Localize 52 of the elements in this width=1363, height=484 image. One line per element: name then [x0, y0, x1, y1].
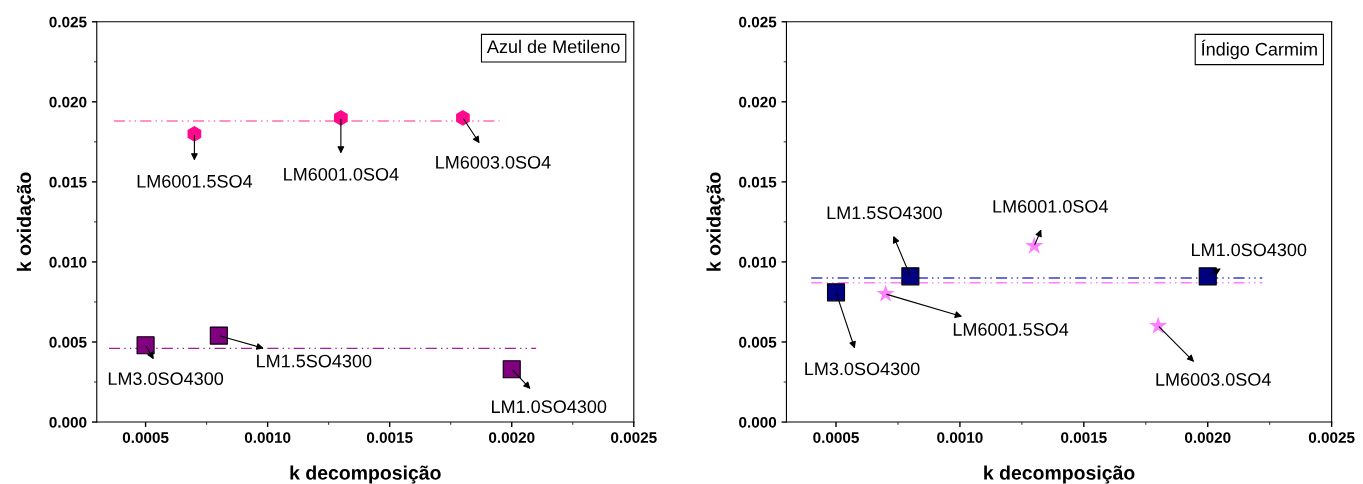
y-axis-title: k oxidação	[706, 172, 725, 271]
annotation: LM6001.5SO4	[137, 174, 253, 188]
x-tick-label: 0.0025	[1308, 432, 1355, 443]
x-tick-label: 0.0005	[122, 432, 169, 443]
point	[456, 109, 470, 126]
point	[876, 284, 895, 302]
annotation: LM6003.0SO4	[1156, 373, 1271, 386]
y-tick-label: 0.000	[49, 416, 87, 428]
x-tick-label: 0.0010	[244, 432, 291, 443]
x-axis-title: k decomposição	[290, 465, 441, 484]
text: Índigo Carmim	[1201, 39, 1317, 60]
y-tick-label: 0.025	[739, 16, 777, 28]
annotation: LM1.5SO4300	[827, 206, 942, 220]
point	[209, 326, 228, 345]
x-tick-label: 0.0005	[813, 432, 859, 443]
point	[901, 267, 920, 286]
point	[1149, 316, 1168, 334]
point	[826, 283, 846, 302]
y-tick-label: 0.020	[739, 96, 777, 108]
annotation: LM3.0SO4300	[108, 372, 224, 386]
point	[1025, 236, 1044, 254]
annotation: LM6003.0SO4	[436, 155, 551, 169]
y-tick-label: 0.005	[49, 336, 87, 348]
y-tick-label: 0.025	[49, 16, 87, 28]
x-tick-label: 0.0010	[937, 432, 983, 443]
annotation: LM3.0SO4300	[805, 362, 920, 376]
point	[1198, 267, 1217, 286]
y-axis-title: k oxidação	[16, 172, 35, 271]
annotation: LM6001.5SO4	[953, 323, 1069, 336]
y-tick-label: 0.000	[739, 416, 777, 428]
x-tick-label: 0.0025	[611, 432, 657, 443]
x-axis-title: k decomposição	[984, 465, 1135, 484]
text: Azul de Metileno	[486, 39, 620, 54]
point	[502, 360, 521, 379]
y-tick-label: 0.020	[49, 96, 87, 108]
annotation: LM1.0SO4300	[492, 400, 607, 414]
x-tick-label: 0.0020	[1184, 432, 1231, 443]
annotation: LM1.5SO4300	[257, 354, 372, 368]
annotation: LM6001.0SO4	[993, 199, 1108, 213]
x-tick-label: 0.0015	[1061, 432, 1107, 443]
annotation: LM6001.0SO4	[284, 167, 399, 181]
annotation: LM1.0SO4300	[1192, 243, 1307, 257]
point	[334, 109, 348, 126]
point	[187, 125, 202, 142]
y-tick-label: 0.010	[49, 256, 87, 268]
y-tick-label: 0.015	[49, 176, 87, 188]
point	[136, 336, 155, 355]
x-tick-label: 0.0015	[366, 432, 413, 443]
y-tick-label: 0.015	[739, 176, 777, 188]
x-tick-label: 0.0020	[488, 432, 535, 443]
y-tick-label: 0.010	[739, 256, 777, 268]
y-tick-label: 0.005	[739, 336, 777, 348]
